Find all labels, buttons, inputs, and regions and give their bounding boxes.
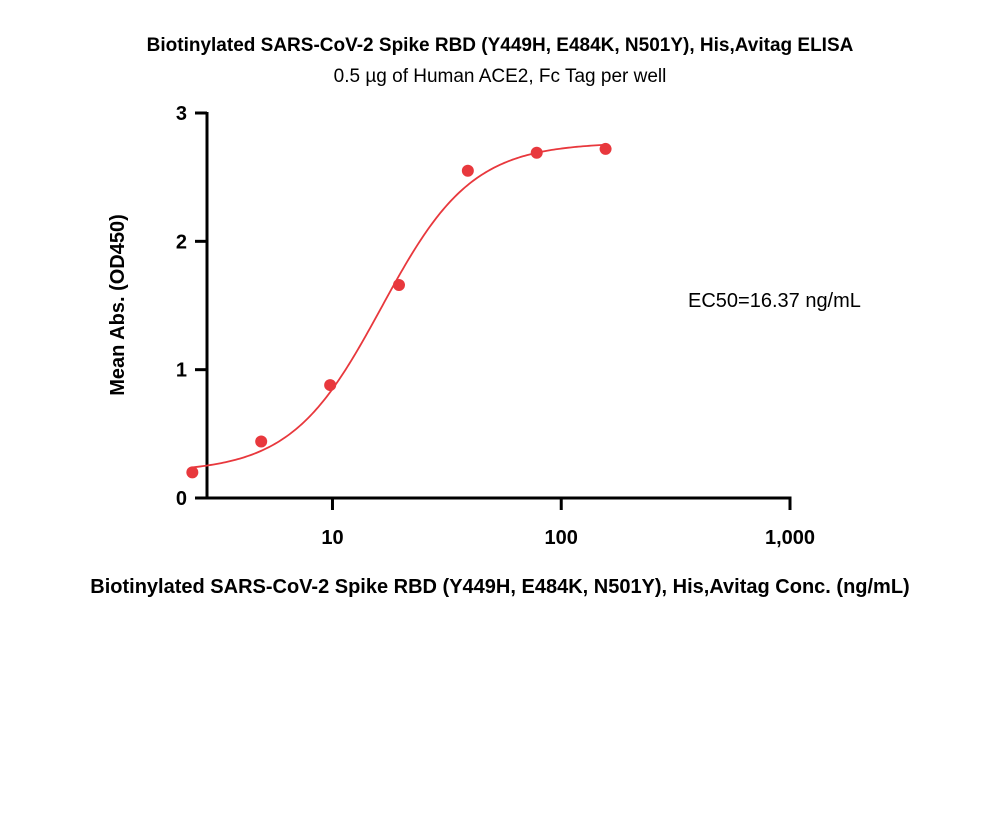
- axes: 0 1 2 3 10 100 1,000: [176, 103, 815, 549]
- data-point: [186, 466, 199, 479]
- y-tick-label: 1: [176, 360, 187, 382]
- data-point: [461, 164, 474, 177]
- y-tick-label: 0: [176, 488, 187, 510]
- fit-curve-layer: [192, 143, 606, 469]
- data-point: [392, 278, 405, 291]
- chart-subtitle: 0.5 µg of Human ACE2, Fc Tag per well: [334, 66, 667, 87]
- x-tick-label: 10: [321, 527, 343, 549]
- x-tick-label: 100: [545, 527, 578, 549]
- x-axis-label: Biotinylated SARS-CoV-2 Spike RBD (Y449H…: [90, 576, 909, 598]
- fit-curve: [192, 143, 606, 469]
- y-tick-label: 2: [176, 231, 187, 253]
- data-points: [186, 142, 612, 479]
- chart-title: Biotinylated SARS-CoV-2 Spike RBD (Y449H…: [147, 35, 854, 56]
- data-point: [255, 435, 268, 448]
- data-point: [324, 379, 337, 392]
- y-axis-label: Mean Abs. (OD450): [107, 214, 129, 396]
- x-tick-label: 1,000: [765, 527, 815, 549]
- data-point: [599, 142, 612, 155]
- ec50-annotation: EC50=16.37 ng/mL: [688, 290, 861, 312]
- data-point: [530, 146, 543, 159]
- y-tick-label: 3: [176, 103, 187, 125]
